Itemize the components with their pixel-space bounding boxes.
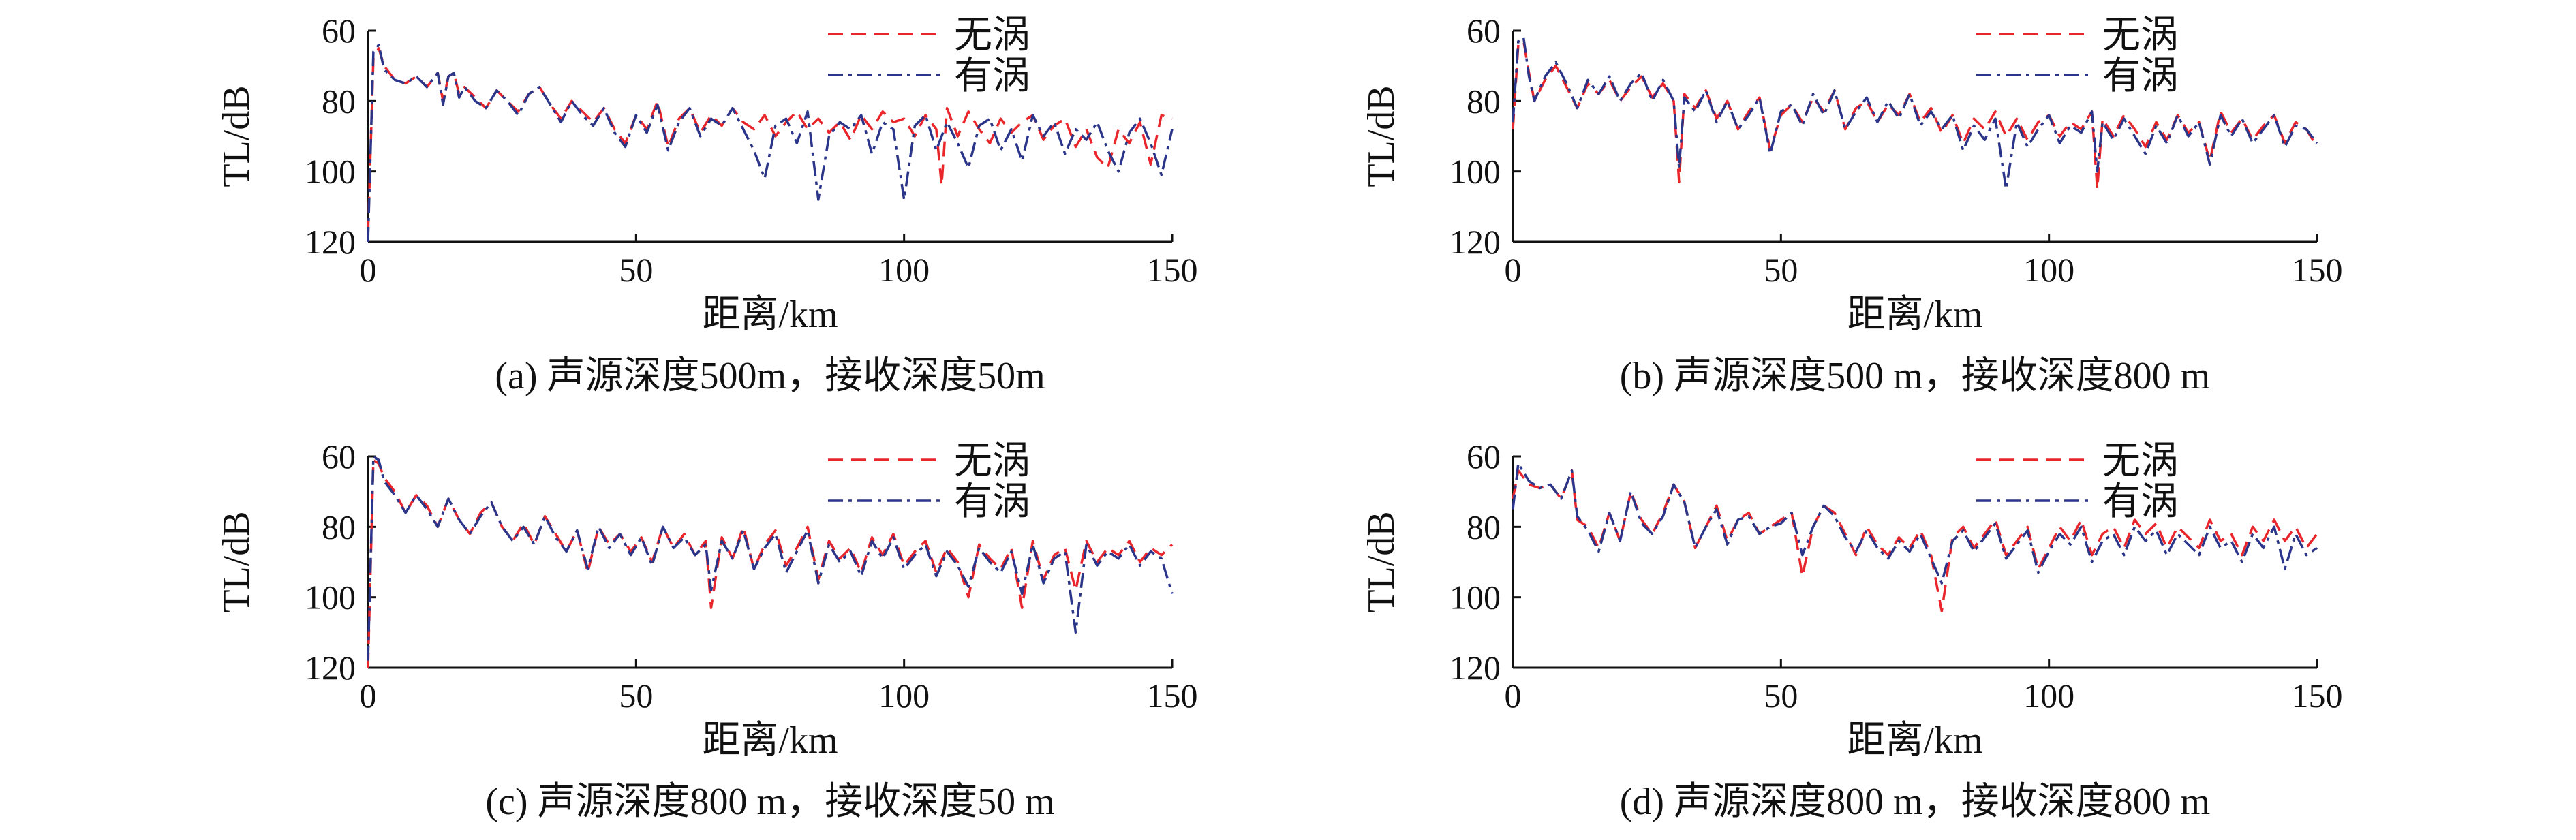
x-tick-label: 0 — [360, 676, 377, 715]
y-tick-label: 80 — [1467, 82, 1501, 120]
x-tick-label: 100 — [2023, 676, 2074, 715]
legend-label-eddy: 有涡 — [2102, 481, 2179, 523]
y-tick-label: 120 — [1450, 223, 1501, 261]
x-tick-label: 0 — [360, 251, 377, 289]
legend-label-eddy: 有涡 — [954, 55, 1030, 97]
series-line-eddy — [367, 43, 1174, 243]
x-tick-label: 100 — [878, 676, 930, 715]
y-axis-title: TL/dB — [215, 511, 258, 612]
y-tick-label: 100 — [305, 153, 356, 191]
y-tick-label: 120 — [305, 223, 356, 261]
x-tick-label: 50 — [1764, 251, 1798, 289]
x-tick-label: 100 — [2023, 251, 2074, 289]
legend-label-eddy: 有涡 — [2102, 55, 2179, 97]
x-tick-label: 150 — [2292, 676, 2343, 715]
y-tick-label: 80 — [322, 82, 356, 120]
x-axis-title: 距离/km — [702, 719, 838, 762]
legend-label-no-eddy: 无涡 — [954, 14, 1030, 57]
x-axis-title: 距离/km — [702, 294, 838, 336]
legend-label-eddy: 有涡 — [954, 481, 1030, 523]
y-tick-label: 80 — [322, 508, 356, 546]
y-tick-label: 60 — [322, 12, 356, 50]
x-tick-label: 50 — [619, 251, 653, 289]
series-line-no-eddy — [1512, 40, 2318, 191]
subplot-caption: (d) 声源深度800 m，接收深度800 m — [1620, 781, 2210, 823]
x-tick-label: 0 — [1505, 676, 1522, 715]
subplot-caption: (b) 声源深度500 m，接收深度800 m — [1620, 355, 2210, 397]
legend-label-no-eddy: 无涡 — [954, 440, 1030, 482]
series-line-no-eddy — [1512, 469, 2318, 613]
series-line-no-eddy — [367, 47, 1173, 235]
series-line-eddy — [367, 455, 1174, 661]
y-tick-label: 100 — [1450, 153, 1501, 191]
y-tick-label: 120 — [1450, 649, 1501, 687]
y-tick-label: 80 — [1467, 508, 1501, 546]
y-axis-title: TL/dB — [215, 85, 258, 187]
x-tick-label: 150 — [1147, 251, 1198, 289]
y-axis-title: TL/dB — [1360, 511, 1402, 612]
y-axis-title: TL/dB — [1360, 85, 1402, 187]
x-tick-label: 100 — [878, 251, 930, 289]
y-tick-label: 60 — [322, 437, 356, 476]
legend-label-no-eddy: 无涡 — [2102, 14, 2179, 57]
subplot-caption: (a) 声源深度500m，接收深度50m — [495, 355, 1045, 397]
x-tick-label: 150 — [2292, 251, 2343, 289]
x-tick-label: 50 — [619, 676, 653, 715]
y-tick-label: 60 — [1467, 437, 1501, 476]
y-tick-label: 120 — [305, 649, 356, 687]
y-tick-label: 100 — [1450, 578, 1501, 617]
series-line-no-eddy — [367, 458, 1174, 668]
series-line-eddy — [1512, 36, 2318, 191]
x-tick-label: 150 — [1147, 676, 1198, 715]
y-tick-label: 100 — [305, 578, 356, 617]
x-axis-title: 距离/km — [1847, 719, 1982, 762]
legend-label-no-eddy: 无涡 — [2102, 440, 2179, 482]
subplot-caption: (c) 声源深度800 m，接收深度50 m — [485, 781, 1054, 823]
series-line-eddy — [1512, 462, 2318, 585]
x-tick-label: 0 — [1505, 251, 1522, 289]
y-tick-label: 60 — [1467, 12, 1501, 50]
x-tick-label: 50 — [1764, 676, 1798, 715]
x-axis-title: 距离/km — [1847, 294, 1982, 336]
